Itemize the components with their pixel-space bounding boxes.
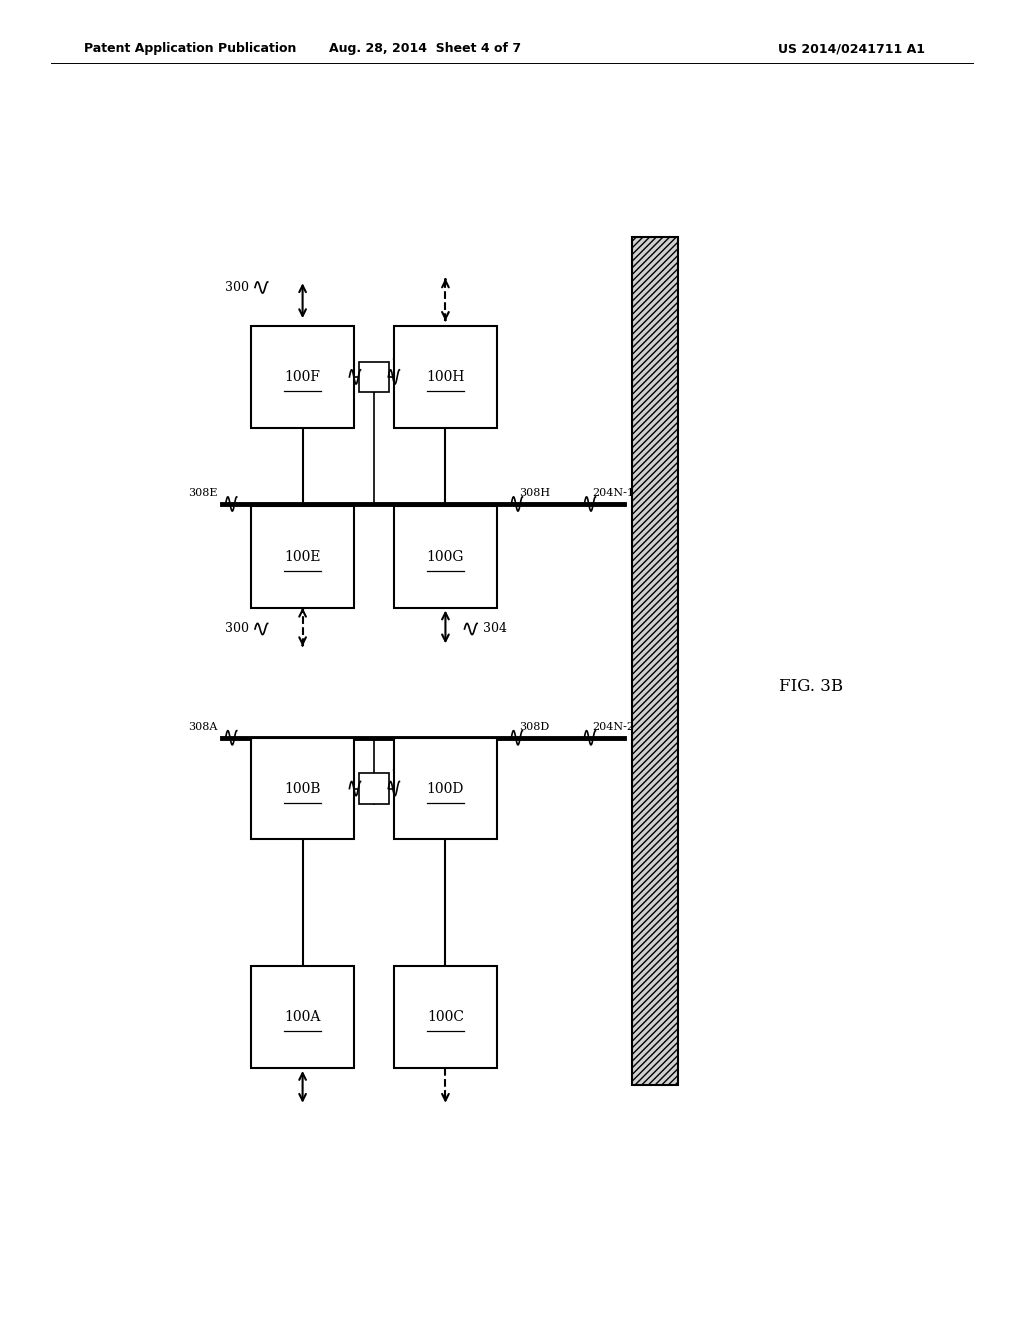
Text: 308H: 308H	[519, 488, 550, 498]
Text: 308F: 308F	[323, 360, 349, 368]
Bar	[632, 236, 678, 1085]
Text: 308E: 308E	[188, 488, 218, 498]
Text: 308G: 308G	[391, 352, 420, 362]
Text: 100A: 100A	[285, 1010, 321, 1024]
Text: 308B: 308B	[322, 771, 349, 780]
Bar	[394, 506, 497, 607]
Text: 300: 300	[224, 623, 249, 635]
Text: Aug. 28, 2014  Sheet 4 of 7: Aug. 28, 2014 Sheet 4 of 7	[329, 42, 521, 55]
Bar	[251, 326, 354, 428]
Bar	[394, 738, 497, 840]
Text: 308A: 308A	[188, 722, 218, 731]
Text: 308C: 308C	[391, 764, 420, 774]
Text: 100F: 100F	[285, 370, 321, 384]
Text: 300: 300	[224, 281, 249, 294]
Text: US 2014/0241711 A1: US 2014/0241711 A1	[778, 42, 926, 55]
Bar	[394, 326, 497, 428]
Text: FIG. 3B: FIG. 3B	[778, 678, 843, 696]
Text: 100D: 100D	[427, 781, 464, 796]
Text: 100H: 100H	[426, 370, 465, 384]
Text: 100G: 100G	[427, 550, 464, 564]
Text: 204N-1: 204N-1	[592, 488, 634, 498]
Text: 100E: 100E	[285, 550, 321, 564]
Bar	[251, 966, 354, 1068]
Text: 304: 304	[482, 623, 507, 635]
Text: 100C: 100C	[427, 1010, 464, 1024]
Text: Patent Application Publication: Patent Application Publication	[84, 42, 296, 55]
Bar	[251, 738, 354, 840]
Bar	[394, 966, 497, 1068]
Text: 308D: 308D	[519, 722, 550, 731]
Bar	[359, 774, 389, 804]
Text: 204N-2: 204N-2	[592, 722, 634, 731]
Bar	[251, 506, 354, 607]
Text: 100B: 100B	[285, 781, 321, 796]
Bar	[359, 362, 389, 392]
